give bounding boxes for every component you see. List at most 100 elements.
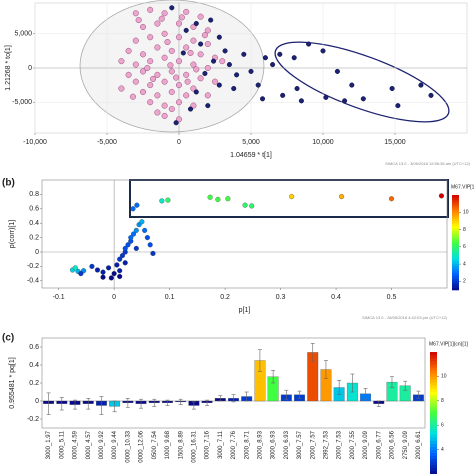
x-tick-label: 0.3	[276, 294, 286, 301]
highlight-box	[129, 179, 449, 218]
x-axis-label: 1.04659 * t[1]	[230, 152, 272, 159]
point	[133, 245, 139, 251]
point	[360, 96, 366, 102]
colorbar-segment	[452, 197, 459, 201]
point	[125, 47, 132, 54]
x-tick-label: 10,000	[312, 139, 334, 146]
point	[205, 103, 211, 109]
point	[165, 197, 171, 203]
colorbar-segment	[452, 218, 459, 222]
y-tick-label: 0.8	[29, 191, 39, 198]
point	[150, 250, 156, 256]
point	[144, 235, 150, 241]
point	[294, 85, 300, 92]
point	[72, 265, 78, 271]
colorbar-segment	[430, 409, 437, 414]
y-tick-label: 0.6	[29, 344, 39, 351]
point	[132, 78, 139, 85]
point	[320, 48, 326, 54]
colorbar-tick-label: 6	[463, 244, 466, 250]
point	[154, 20, 161, 27]
colorbar-segment	[430, 440, 437, 444]
colorbar-segment	[430, 352, 437, 356]
colorbar-tick-label: 4	[441, 447, 444, 453]
x-tick-label: -10,000	[23, 139, 47, 146]
point	[132, 61, 139, 68]
panel-label: (b)	[2, 178, 15, 189]
colorbar-segment	[430, 382, 437, 386]
point	[118, 58, 125, 65]
point	[125, 242, 131, 248]
x-tick-label: 2000_7.76	[231, 430, 237, 459]
point	[169, 5, 175, 11]
colorbar-tick-label: 4	[463, 261, 466, 267]
colorbar-segment	[452, 263, 459, 267]
point	[183, 27, 189, 33]
point	[204, 92, 211, 99]
point	[94, 267, 101, 273]
point	[132, 37, 139, 44]
y-axis-label: 1.21268 * to[1]	[5, 45, 12, 91]
colorbar-segment	[452, 202, 459, 205]
colorbar-segment	[452, 252, 459, 255]
colorbar-segment	[452, 195, 459, 198]
point	[78, 271, 84, 277]
point	[193, 20, 199, 27]
point	[100, 274, 106, 280]
point	[280, 92, 286, 98]
point	[180, 50, 186, 56]
x-tick-label: 0000_10.33	[125, 430, 131, 462]
point	[147, 34, 154, 41]
colorbar-segment	[430, 364, 437, 368]
x-tick-label: 0.2	[220, 294, 230, 301]
x-tick-label: 2000_6.93	[284, 430, 290, 459]
point	[122, 245, 128, 251]
colorbar-segment	[452, 230, 459, 234]
point	[175, 58, 183, 65]
point	[167, 62, 174, 69]
point	[241, 51, 247, 57]
point	[154, 71, 161, 78]
x-tick-label: 2000_7.53	[337, 430, 343, 459]
point	[164, 38, 171, 46]
point	[183, 92, 190, 99]
colorbar-segment	[430, 373, 437, 377]
point	[438, 193, 445, 199]
point	[183, 44, 190, 51]
point	[208, 17, 214, 23]
point	[100, 269, 106, 275]
x-tick-label: 0000_7.16	[205, 430, 211, 459]
point	[197, 13, 204, 20]
colorbar-segment	[430, 361, 437, 365]
point	[225, 196, 231, 202]
y-tick-label: 0	[28, 65, 32, 72]
point	[147, 6, 154, 13]
point	[144, 64, 151, 72]
colorbar-segment	[430, 464, 437, 469]
highlight-ellipse	[274, 41, 450, 123]
footer: SIMCA 13.0 - 3/06/2018 12:56:36 am (UTC+…	[385, 161, 470, 166]
point	[187, 49, 194, 56]
point	[134, 202, 140, 208]
point	[161, 78, 168, 85]
point	[183, 71, 190, 78]
point	[135, 17, 142, 24]
colorbar-segment	[452, 285, 459, 288]
colorbar-segment	[452, 254, 459, 258]
x-tick-label: 0000_12.06	[139, 430, 145, 462]
point	[289, 194, 295, 200]
colorbar-segment	[430, 406, 437, 411]
x-tick-label: 2000_7.55	[350, 430, 356, 459]
x-tick-label: 0	[177, 139, 181, 146]
colorbar-segment	[430, 370, 437, 374]
point	[154, 44, 161, 51]
point	[147, 58, 154, 65]
point	[178, 14, 185, 21]
colorbar-segment	[452, 273, 459, 277]
colorbar-segment	[452, 282, 459, 286]
x-tick-label: 0000_9.44	[112, 430, 118, 459]
point	[175, 20, 183, 27]
point	[173, 74, 180, 81]
colorbar-tick-label: 10	[441, 374, 447, 380]
colorbar-segment	[452, 206, 459, 210]
